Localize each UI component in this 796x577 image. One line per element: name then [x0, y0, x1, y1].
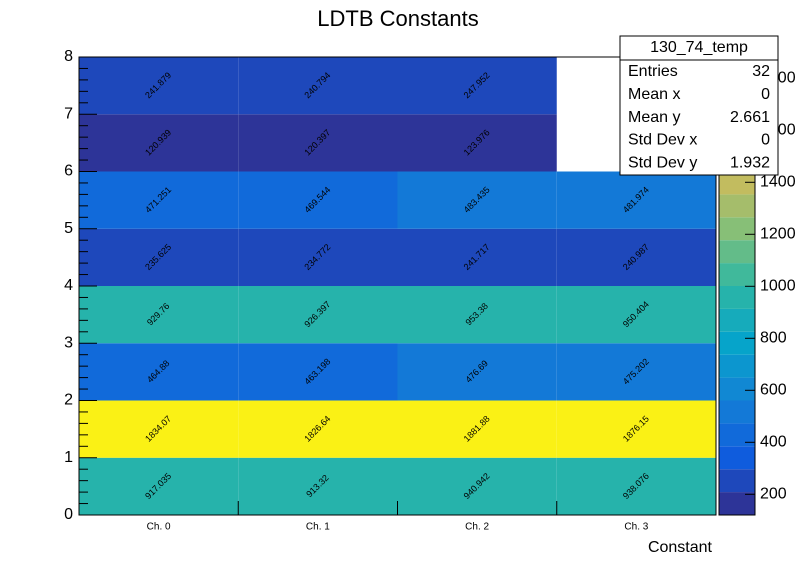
stats-label: Mean y	[628, 109, 680, 126]
stats-value: 0	[761, 132, 770, 149]
colorbar-band	[719, 377, 755, 401]
x-tick-label: Ch. 0	[147, 522, 171, 533]
colorbar-tick-label: 600	[760, 382, 787, 399]
x-tick-label: Ch. 2	[465, 522, 489, 533]
colorbar-band	[719, 171, 755, 195]
colorbar-band	[719, 423, 755, 447]
cell	[556, 400, 716, 458]
y-tick-label: 6	[64, 163, 73, 180]
stats-box	[619, 35, 779, 176]
colorbar-tick-label: 1400	[760, 174, 796, 191]
x-tick-label: Ch. 1	[306, 522, 330, 533]
y-tick-label: 7	[64, 105, 73, 122]
colorbar-tick-label: 1000	[760, 278, 796, 295]
colorbar-band	[719, 354, 755, 378]
cell	[397, 171, 557, 229]
cell	[238, 57, 398, 115]
y-tick-label: 2	[64, 392, 73, 409]
stats-value: 0	[761, 86, 770, 103]
colorbar-band	[719, 240, 755, 264]
cell	[238, 286, 398, 344]
stats-value: 2.661	[730, 109, 770, 126]
colorbar-tick-label: 400	[760, 434, 787, 451]
cell	[397, 343, 557, 401]
cell	[79, 228, 239, 286]
stats-title: 130_74_temp	[650, 39, 748, 56]
cell	[556, 343, 716, 401]
cell	[79, 343, 239, 401]
colorbar-tick-label: 200	[760, 486, 787, 503]
chart-title: LDTB Constants	[317, 6, 478, 31]
y-tick-label: 1	[64, 449, 73, 466]
cell	[556, 286, 716, 344]
colorbar-band	[719, 331, 755, 355]
cell	[397, 286, 557, 344]
cell	[238, 228, 398, 286]
stats-value: 32	[752, 63, 770, 80]
cell	[79, 57, 239, 115]
y-tick-label: 0	[64, 506, 73, 523]
cell	[238, 171, 398, 229]
colorbar-band	[719, 217, 755, 241]
cell	[79, 114, 239, 172]
colorbar-band	[719, 469, 755, 493]
cell	[79, 286, 239, 344]
x-tick-label: Ch. 3	[624, 522, 648, 533]
colorbar-band	[719, 286, 755, 309]
colorbar-band	[719, 446, 755, 470]
cell	[556, 457, 716, 515]
y-tick-label: 5	[64, 220, 73, 237]
y-tick-label: 4	[64, 277, 73, 294]
stats-label: Mean x	[628, 86, 680, 103]
cell	[397, 57, 557, 115]
colorbar-band	[719, 194, 755, 218]
cell	[238, 400, 398, 458]
cell	[397, 400, 557, 458]
cell	[397, 457, 557, 515]
stats-label: Std Dev x	[628, 132, 697, 149]
colorbar-band	[719, 400, 755, 424]
stats-label: Entries	[628, 63, 678, 80]
cell	[238, 457, 398, 515]
cell	[79, 400, 239, 458]
colorbar-band	[719, 492, 755, 515]
stats-value: 1.932	[730, 154, 770, 171]
colorbar-tick-label: 1200	[760, 226, 796, 243]
cell	[238, 114, 398, 172]
y-tick-label: 3	[64, 334, 73, 351]
x-axis-label: Constant	[648, 539, 713, 556]
cell	[79, 457, 239, 515]
stats-label: Std Dev y	[628, 154, 697, 171]
colorbar-band	[719, 308, 755, 332]
y-tick-label: 8	[64, 48, 73, 65]
cell	[79, 171, 239, 229]
cell	[556, 171, 716, 229]
cell	[397, 114, 557, 172]
cell	[238, 343, 398, 401]
colorbar-band	[719, 263, 755, 286]
cell	[556, 228, 716, 286]
colorbar-tick-label: 800	[760, 330, 787, 347]
cell	[397, 228, 557, 286]
